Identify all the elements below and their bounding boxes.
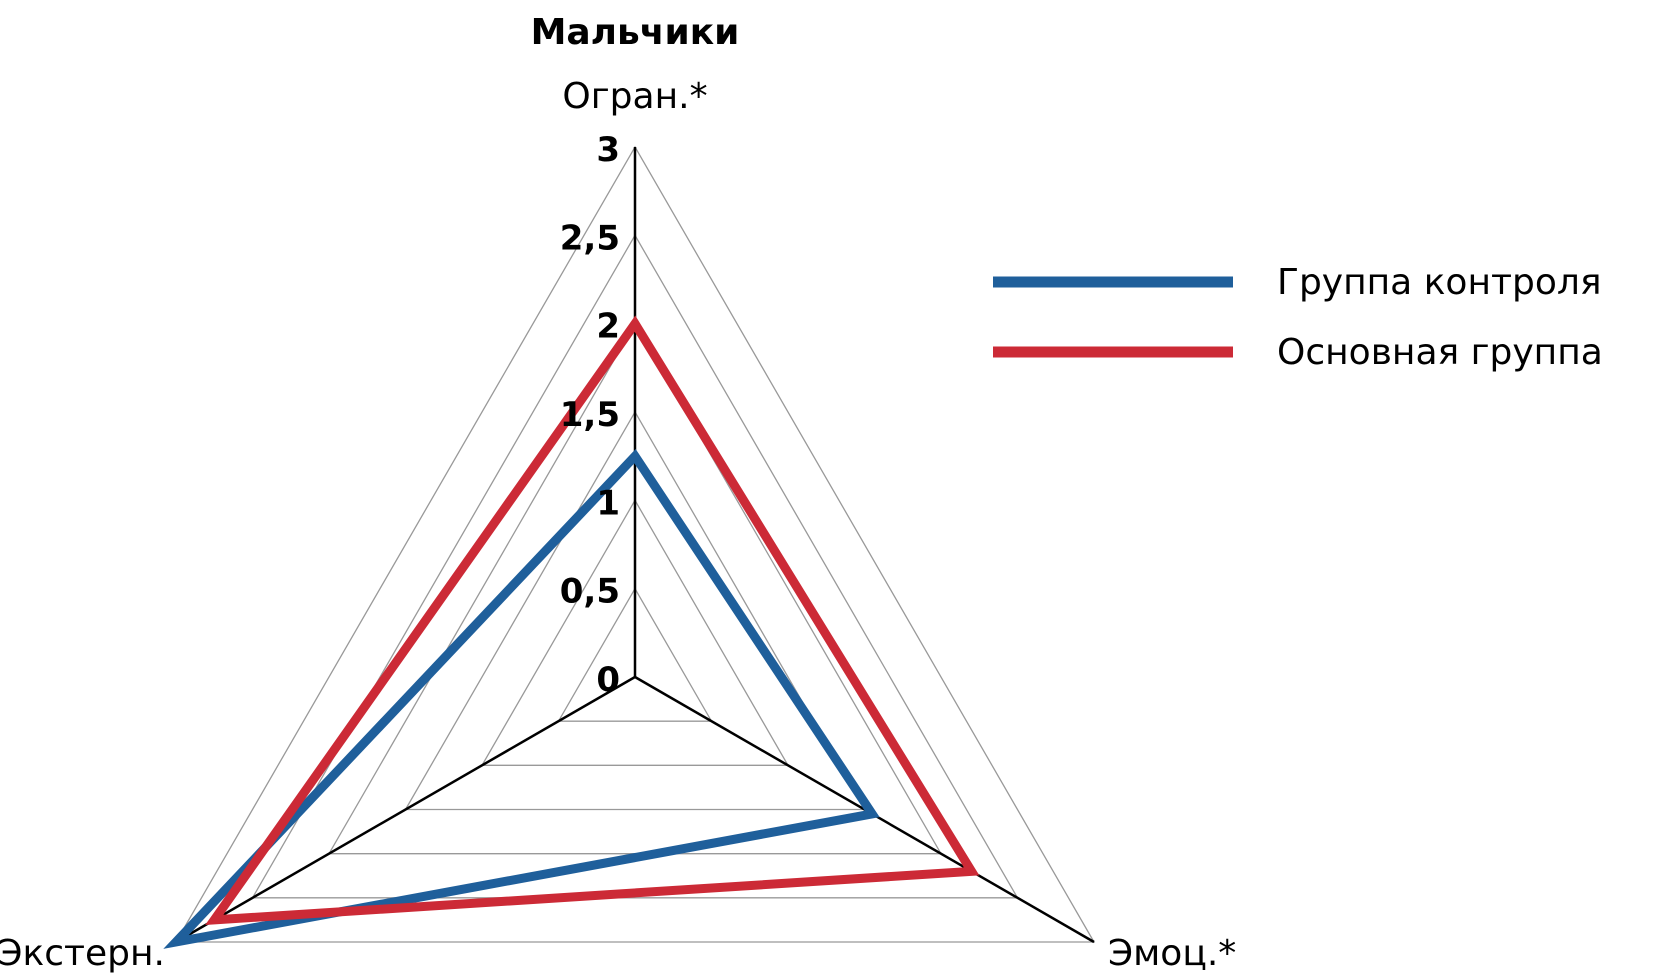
axis-label: Экстерн. — [0, 933, 165, 974]
grid-ring — [174, 145, 1096, 943]
series-polygon-1 — [205, 315, 980, 926]
grid-ring — [404, 410, 866, 811]
legend-label: Основная группа — [1277, 332, 1603, 373]
tick-label: 2 — [596, 307, 620, 347]
tick-label: 0,5 — [560, 572, 620, 612]
tick-label: 0 — [596, 660, 620, 700]
legend-label: Группа контроля — [1277, 262, 1602, 303]
tick-label: 1 — [596, 483, 620, 523]
tick-label: 2,5 — [560, 218, 620, 258]
grid-ring — [480, 499, 790, 766]
series-polygon-0 — [163, 448, 880, 949]
grid-ring — [251, 234, 1019, 899]
tick-label: 3 — [596, 130, 620, 170]
chart-title: Мальчики — [531, 12, 740, 53]
axis-line — [175, 675, 636, 944]
axis-label: Огран.* — [562, 76, 707, 117]
grid-ring — [557, 587, 713, 722]
tick-label: 1,5 — [560, 395, 620, 435]
axis-label: Эмоц.* — [1108, 933, 1236, 974]
